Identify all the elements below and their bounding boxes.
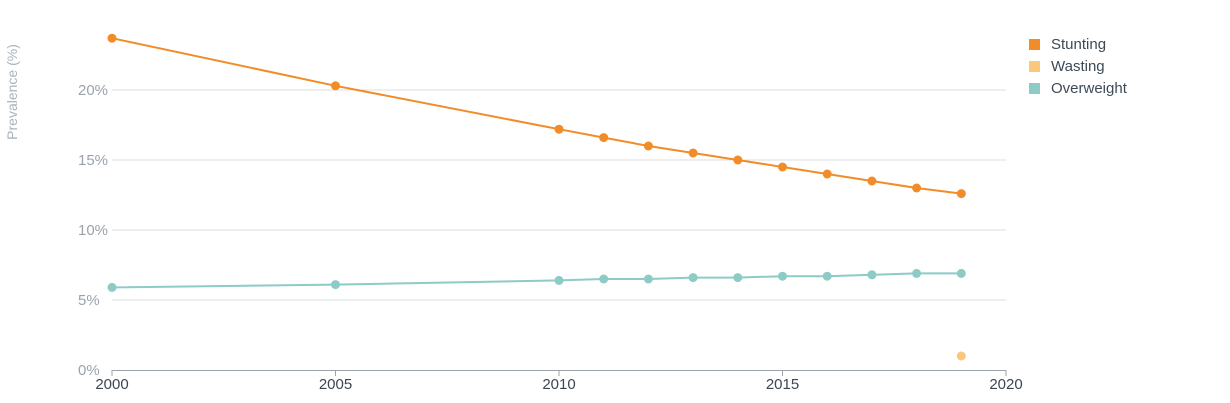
data-point-stunting	[912, 183, 922, 193]
axes: 0% 5% 10% 15% 20% 2000 2005 2010 2015 2020	[78, 82, 1023, 393]
data-point-stunting	[733, 155, 743, 165]
x-tick-label: 2000	[95, 376, 128, 393]
series-line-overweight	[111, 272, 962, 289]
x-tick-label: 2010	[542, 376, 575, 393]
x-tick-label: 2015	[766, 376, 799, 393]
data-point-overweight	[643, 274, 653, 284]
legend-item-stunting[interactable]: Stunting	[1029, 33, 1127, 55]
data-point-overweight	[599, 274, 609, 284]
legend-swatch-stunting	[1029, 38, 1040, 50]
y-tick-label: 5%	[78, 292, 100, 309]
data-point-overweight	[867, 270, 877, 280]
data-point-overweight	[688, 273, 698, 283]
y-tick-label: 15%	[78, 152, 108, 169]
x-tick-label: 2005	[319, 376, 352, 393]
legend-label: Stunting	[1051, 35, 1107, 53]
y-tick-label: 10%	[78, 222, 108, 239]
data-point-stunting	[822, 169, 832, 179]
data-point-overweight	[554, 275, 564, 285]
x-tick-label: 2020	[989, 376, 1022, 393]
legend-swatch-overweight	[1029, 82, 1040, 94]
data-point-wasting	[956, 351, 966, 361]
data-point-stunting	[688, 148, 698, 158]
legend-item-wasting[interactable]: Wasting	[1029, 55, 1127, 77]
data-point-stunting	[599, 133, 609, 143]
y-axis-label: Prevalence (%)	[4, 44, 20, 140]
data-point-overweight	[912, 268, 922, 278]
data-point-overweight	[107, 282, 117, 292]
legend-label: Overweight	[1051, 79, 1127, 97]
y-tick-label: 20%	[78, 82, 108, 99]
data-point-overweight	[331, 280, 340, 290]
data-point-overweight	[822, 271, 832, 281]
data-point-overweight	[956, 268, 966, 278]
legend-label: Wasting	[1051, 57, 1105, 75]
data-point-stunting	[867, 176, 877, 186]
data-point-overweight	[733, 273, 743, 283]
data-point-stunting	[331, 81, 340, 91]
series-layer	[107, 33, 966, 361]
series-line-stunting	[111, 37, 962, 195]
data-point-stunting	[778, 162, 787, 172]
legend: Stunting Wasting Overweight	[1029, 33, 1127, 99]
data-point-stunting	[643, 141, 653, 151]
y-tick-label: 0%	[78, 362, 100, 379]
data-point-overweight	[778, 271, 787, 281]
data-point-stunting	[107, 33, 117, 43]
data-point-stunting	[956, 189, 966, 199]
legend-item-overweight[interactable]: Overweight	[1029, 77, 1127, 99]
data-point-stunting	[554, 124, 564, 134]
grid-lines	[112, 89, 1006, 301]
legend-swatch-wasting	[1029, 60, 1040, 72]
